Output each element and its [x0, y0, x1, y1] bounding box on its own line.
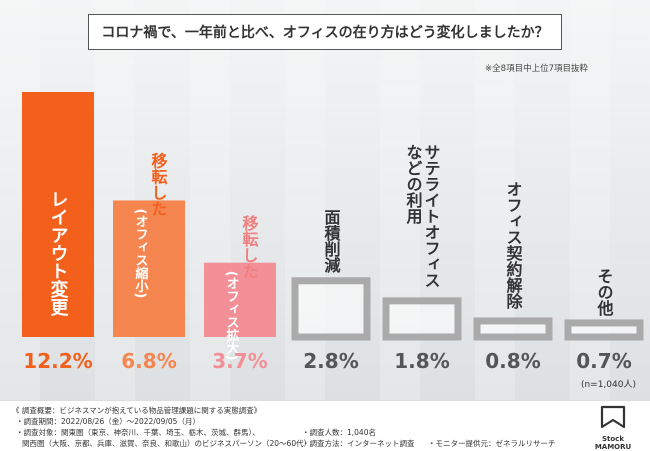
note-text: ※全8項目中上位7項目抜粋	[485, 64, 588, 74]
value-label-6: 0.8%	[485, 349, 540, 373]
bar-7	[564, 319, 644, 341]
footer-line-3: ・調査対象：関東圏（東京、神奈川、千葉、埼玉、栃木、茨城、群馬）、	[16, 428, 260, 437]
bar-6	[473, 317, 553, 341]
value-label-7: 0.7%	[576, 349, 631, 373]
bar-chart: レイアウト変更12.2%移転した(オフィス縮小)6.8%移転した(オフィス拡大)…	[22, 92, 644, 390]
category-label-7-1: その他	[595, 268, 615, 317]
chart-title: コロナ禍で、一年前と比べ、オフィスの在り方はどう変化しましたか？	[88, 14, 562, 50]
category-label-5-1: サテライトオフィス	[422, 144, 441, 288]
survey-footer: 《 調査概要：ビジネスマンが抱えている物品管理課題に関する実態調査》 ・調査期間…	[0, 400, 650, 451]
category-label-4-1: 面積削減	[322, 209, 342, 274]
footer-line-1: 《 調査概要：ビジネスマンが抱えている物品管理課題に関する実態調査》	[12, 406, 262, 415]
value-label-1: 12.2%	[23, 349, 92, 373]
sample-size-label: (n=1,040人)	[581, 379, 636, 390]
category-label-3-1: 移転した	[240, 214, 259, 279]
bar-3	[204, 262, 276, 337]
category-label-1-1: レイアウト変更	[48, 190, 69, 316]
category-label-2-2: (オフィス縮小)	[133, 208, 149, 298]
bar-4	[291, 277, 371, 341]
logo-text: Stock MAMORU	[594, 435, 632, 451]
value-label-3: 3.7%	[212, 349, 267, 373]
bar-2	[113, 200, 185, 337]
bar-5	[382, 297, 462, 341]
value-label-5: 1.8%	[394, 349, 449, 373]
category-label-5-2: などの利用	[404, 144, 423, 225]
logo-icon	[600, 405, 626, 429]
category-label-6-1: オフィス契約解除	[504, 181, 524, 310]
value-label-2: 6.8%	[121, 349, 176, 373]
value-label-4: 2.8%	[303, 349, 358, 373]
footer-method: ・調査方法：インターネット調査	[302, 439, 415, 448]
stock-mamoru-logo: Stock MAMORU	[586, 405, 640, 451]
bar-1	[22, 92, 94, 337]
footer-provider: ・モニター提供元：ゼネラルリサーチ	[428, 439, 556, 448]
category-label-3-2: (オフィス拡大)	[224, 271, 240, 361]
footer-line-2: ・調査期間：2022/08/26（金）〜2022/09/05（月）	[16, 417, 200, 426]
question-text: コロナ禍で、一年前と比べ、オフィスの在り方はどう変化しましたか？	[101, 25, 549, 41]
category-label-2-1: 移転した	[149, 152, 168, 217]
footer-line-4: 関西圏（大阪、京都、兵庫、滋賀、奈良、和歌山）のビジネスパーソン（20〜60代）	[22, 439, 312, 448]
footer-people: ・調査人数：1,040名	[302, 428, 376, 437]
